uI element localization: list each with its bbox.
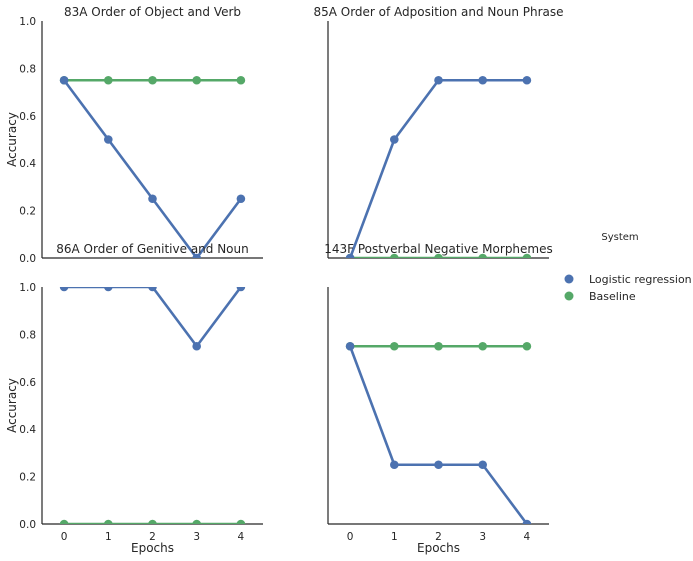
legend: System Logistic regression Baseline bbox=[564, 232, 692, 303]
data-point bbox=[390, 135, 399, 144]
data-point bbox=[390, 341, 399, 351]
legend-marker bbox=[564, 291, 574, 301]
panel-4: 143F Postverbal Negative Morphemes 0 1 2 3 4 E… bbox=[324, 242, 553, 555]
x-tick-label: 2 bbox=[149, 531, 156, 543]
data-point bbox=[148, 75, 157, 85]
data-point bbox=[478, 75, 488, 85]
data-point bbox=[192, 75, 201, 85]
data-point bbox=[59, 75, 69, 85]
data-point bbox=[104, 135, 113, 144]
y-tick-label: 0.2 bbox=[19, 206, 36, 218]
y-tick-label: 0.6 bbox=[19, 111, 36, 123]
data-point bbox=[104, 287, 113, 292]
data-point bbox=[522, 75, 532, 85]
panel-2: 85A Order of Adposition and Noun Phrase bbox=[313, 5, 564, 259]
x-tick-label: 0 bbox=[347, 531, 354, 543]
legend-title: System bbox=[601, 232, 638, 243]
y-axis-label: Accuracy bbox=[5, 378, 19, 433]
y-tick-label: 0.2 bbox=[19, 472, 36, 484]
data-point bbox=[236, 194, 246, 204]
x-tick-label: 4 bbox=[238, 531, 245, 543]
data-point bbox=[478, 253, 487, 258]
data-point bbox=[345, 341, 355, 351]
series-line bbox=[64, 287, 242, 348]
y-tick-label: 0.4 bbox=[19, 424, 36, 436]
panel-title: 83A Order of Object and Verb bbox=[64, 5, 241, 19]
panel-3: 86A Order of Genitive and Noun 0.0 0.2 0.4 0… bbox=[5, 242, 263, 555]
y-tick-label: 0.6 bbox=[19, 377, 36, 389]
y-tick-label: 0.4 bbox=[19, 158, 36, 170]
x-tick-label: 3 bbox=[193, 531, 200, 543]
data-point bbox=[148, 287, 157, 292]
data-point bbox=[522, 519, 532, 524]
data-point bbox=[104, 519, 113, 524]
data-point bbox=[522, 253, 532, 258]
x-axis-label: Epochs bbox=[417, 541, 460, 555]
data-point bbox=[345, 253, 355, 258]
x-tick-label: 3 bbox=[479, 531, 486, 543]
data-point bbox=[478, 341, 488, 351]
y-tick-label: 0.0 bbox=[19, 519, 36, 531]
series-line bbox=[348, 78, 527, 258]
y-tick-label: 0.8 bbox=[19, 329, 36, 341]
panel-title: 143F Postverbal Negative Morphemes bbox=[324, 242, 553, 256]
legend-label: Baseline bbox=[589, 290, 636, 303]
x-tick-label: 1 bbox=[105, 531, 112, 543]
data-point bbox=[236, 519, 246, 524]
data-point bbox=[59, 287, 69, 292]
x-tick-label: 4 bbox=[524, 531, 531, 543]
data-point bbox=[390, 253, 399, 258]
data-point bbox=[434, 341, 443, 351]
series-line bbox=[63, 79, 242, 258]
data-point bbox=[148, 519, 157, 524]
data-point bbox=[434, 460, 443, 470]
x-tick-label: 2 bbox=[435, 531, 442, 543]
x-tick-label: 1 bbox=[391, 531, 398, 543]
data-point bbox=[478, 460, 488, 470]
data-point bbox=[59, 519, 69, 524]
data-point bbox=[434, 75, 443, 85]
y-axis-label: Accuracy bbox=[5, 112, 19, 167]
y-tick-label: 1.0 bbox=[19, 282, 36, 294]
data-point bbox=[522, 341, 532, 351]
series-line bbox=[348, 345, 528, 524]
data-point bbox=[434, 253, 443, 258]
data-point bbox=[192, 253, 201, 258]
y-tick-label: 0.0 bbox=[19, 253, 36, 265]
data-point bbox=[104, 75, 113, 85]
panel-1: 83A Order of Object and Verb 0.0 0.2 0.4 0.6… bbox=[5, 5, 263, 265]
panel-title: 85A Order of Adposition and Noun Phrase bbox=[313, 5, 563, 19]
data-point bbox=[390, 460, 399, 470]
data-point bbox=[192, 519, 201, 524]
y-tick-label: 0.8 bbox=[19, 63, 36, 75]
data-point bbox=[148, 194, 157, 204]
panel-title: 86A Order of Genitive and Noun bbox=[56, 242, 248, 256]
legend-label: Logistic regression bbox=[589, 273, 692, 286]
data-point bbox=[236, 75, 246, 85]
data-point bbox=[236, 287, 246, 292]
legend-marker bbox=[564, 274, 574, 284]
x-axis-label: Epochs bbox=[131, 541, 174, 555]
y-tick-label: 1.0 bbox=[19, 16, 36, 28]
data-point bbox=[192, 341, 201, 351]
x-tick-label: 0 bbox=[61, 531, 68, 543]
